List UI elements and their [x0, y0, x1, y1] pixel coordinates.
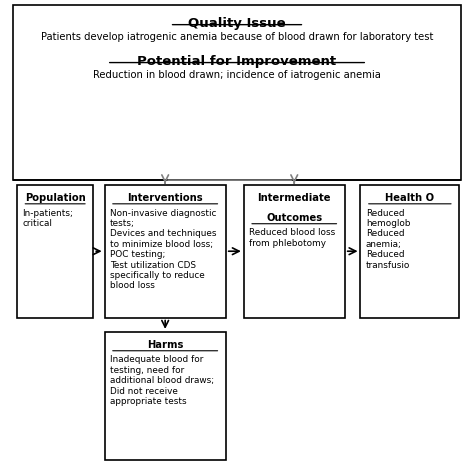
Text: Inadequate blood for
testing, need for
additional blood draws;
Did not receive
a: Inadequate blood for testing, need for a… [110, 356, 214, 406]
Text: Reduction in blood drawn; incidence of iatrogenic anemia: Reduction in blood drawn; incidence of i… [93, 70, 381, 80]
Text: Reduced blood loss
from phlebotomy: Reduced blood loss from phlebotomy [249, 228, 336, 248]
FancyBboxPatch shape [105, 185, 226, 318]
FancyBboxPatch shape [17, 185, 93, 318]
Text: Outcomes: Outcomes [266, 213, 322, 223]
Text: Health O: Health O [385, 193, 434, 203]
Text: Harms: Harms [147, 340, 183, 350]
FancyBboxPatch shape [105, 332, 226, 460]
FancyBboxPatch shape [244, 185, 345, 318]
Text: Quality Issue: Quality Issue [188, 17, 286, 29]
Text: In-patients;
critical: In-patients; critical [22, 209, 73, 228]
FancyBboxPatch shape [12, 5, 462, 180]
Text: Patients develop iatrogenic anemia because of blood drawn for laboratory test: Patients develop iatrogenic anemia becau… [41, 32, 433, 42]
Text: Potential for Improvement: Potential for Improvement [137, 55, 337, 67]
Text: Population: Population [25, 193, 85, 203]
FancyBboxPatch shape [360, 185, 459, 318]
Text: Intermediate: Intermediate [257, 193, 331, 203]
Text: Interventions: Interventions [128, 193, 203, 203]
Text: Reduced
hemoglob
Reduced
anemia;
Reduced
transfusio: Reduced hemoglob Reduced anemia; Reduced… [366, 209, 410, 270]
Text: Non-invasive diagnostic
tests;
Devices and techniques
to minimize blood loss;
PO: Non-invasive diagnostic tests; Devices a… [110, 209, 217, 291]
